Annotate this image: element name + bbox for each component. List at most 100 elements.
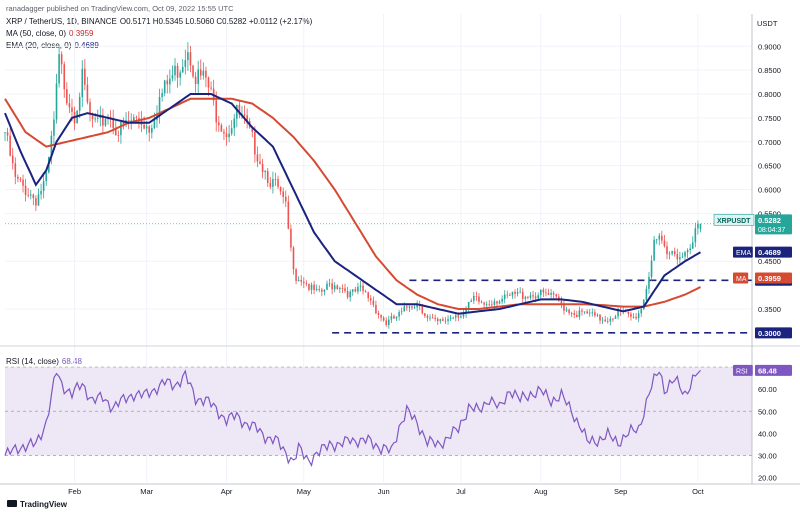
candle: [315, 284, 318, 292]
ma-legend-label: MA (50, close, 0): [6, 29, 67, 38]
candle-body: [413, 307, 416, 309]
candle-body: [434, 317, 436, 319]
candle: [158, 88, 161, 124]
candle-body: [91, 113, 94, 120]
candle-body: [295, 269, 297, 281]
candle: [305, 280, 308, 287]
candle: [60, 51, 63, 74]
candle: [179, 69, 181, 86]
candle-body: [32, 194, 35, 199]
candle: [202, 62, 205, 80]
candle-body: [650, 260, 653, 277]
candle-body: [511, 291, 514, 296]
candle-body: [501, 298, 503, 302]
candle: [37, 188, 40, 206]
candle-body: [205, 70, 207, 78]
candle: [498, 299, 501, 305]
candle-body: [380, 314, 382, 318]
candle: [691, 236, 694, 250]
candle: [140, 111, 143, 133]
candle-body: [308, 283, 310, 290]
candle-body: [524, 297, 527, 299]
candle: [542, 287, 545, 298]
candle: [578, 306, 581, 320]
candle-body: [485, 304, 488, 306]
candle: [681, 252, 684, 259]
candle: [163, 79, 166, 97]
candle-body: [63, 64, 66, 90]
candle-body: [452, 317, 454, 319]
candle-body: [300, 279, 303, 282]
candle-body: [630, 313, 632, 317]
candle: [506, 290, 509, 299]
price-tick-label: 0.9000: [758, 42, 781, 51]
candle-body: [261, 163, 264, 173]
rsi-tick-label: 50.00: [758, 407, 777, 416]
candle: [225, 126, 228, 146]
candle-body: [408, 306, 411, 308]
ma-badge-value-bg: [755, 272, 792, 284]
candle-body: [287, 201, 290, 229]
candle-body: [367, 292, 369, 299]
candle-body: [465, 308, 467, 314]
candle-body: [460, 316, 462, 318]
rsi-legend-label: RSI (14, close): [6, 357, 59, 366]
candle-body: [14, 163, 17, 177]
candle: [346, 286, 349, 300]
candle-body: [238, 104, 241, 115]
candle-body: [617, 310, 619, 317]
candle: [17, 174, 19, 183]
candle: [357, 282, 359, 295]
time-tick-label: Oct: [692, 487, 705, 496]
candle: [648, 271, 650, 294]
candle-body: [277, 179, 279, 187]
candle-body: [581, 310, 583, 312]
candle: [14, 157, 17, 185]
candle-body: [679, 257, 681, 260]
candle: [424, 312, 426, 318]
moving-averages: [4, 93, 701, 315]
candle-body: [416, 304, 418, 308]
candle-body: [114, 128, 117, 136]
candle: [89, 98, 91, 122]
candle: [169, 69, 171, 94]
candle: [73, 106, 76, 131]
candle-body: [552, 292, 555, 295]
candle: [19, 177, 22, 183]
candle-body: [369, 298, 372, 301]
candle: [382, 316, 385, 322]
candle-body: [351, 289, 354, 292]
candle: [676, 248, 679, 265]
price-tick-label: 0.6000: [758, 186, 781, 195]
candle-body: [357, 286, 359, 292]
candle-body: [539, 289, 542, 296]
candle: [233, 113, 236, 137]
candle: [411, 305, 413, 311]
candle: [516, 288, 519, 297]
candle-body: [496, 301, 498, 304]
candle: [6, 127, 9, 142]
candle-body: [42, 181, 45, 192]
candle-body: [321, 289, 323, 292]
candle: [367, 291, 369, 302]
candle-body: [349, 291, 351, 298]
candle-body: [454, 315, 457, 318]
candle: [122, 117, 125, 130]
price-tick-label: 0.8000: [758, 90, 781, 99]
candle: [462, 310, 465, 319]
candle-body: [614, 316, 617, 319]
candle: [210, 81, 212, 91]
candle-body: [632, 316, 635, 318]
candle-body: [37, 194, 40, 206]
candle-body: [372, 300, 375, 305]
candle: [341, 284, 344, 293]
candle: [266, 168, 269, 187]
candle: [475, 291, 478, 301]
candle: [668, 251, 671, 260]
price-tick-label: 0.5500: [758, 209, 781, 218]
candle-body: [303, 281, 305, 284]
candle-body: [480, 301, 483, 303]
candle: [560, 296, 563, 309]
candle-body: [388, 319, 390, 325]
